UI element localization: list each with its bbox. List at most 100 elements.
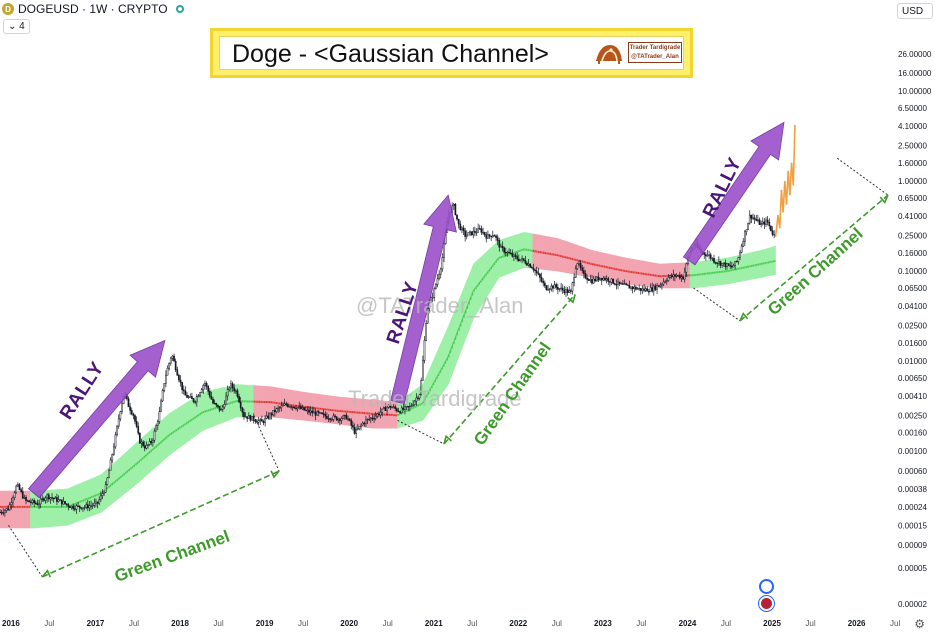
candle-body bbox=[677, 275, 680, 277]
symbol-line[interactable]: DOGEUSD · 1W · CRYPTO bbox=[18, 2, 168, 16]
candle-body bbox=[103, 492, 105, 494]
candle-body bbox=[337, 418, 340, 421]
y-tick-label-24: 0.00038 bbox=[898, 485, 927, 494]
candle-body bbox=[573, 277, 575, 283]
candle-body bbox=[529, 263, 532, 268]
candle-body bbox=[586, 277, 588, 280]
candle-body bbox=[465, 234, 468, 237]
candle-body bbox=[28, 500, 31, 503]
x-tick-label-13: Jul bbox=[552, 619, 562, 628]
candle-body bbox=[558, 288, 561, 290]
candle-body bbox=[665, 280, 668, 282]
candle-body bbox=[517, 258, 520, 262]
candle-body bbox=[10, 502, 13, 505]
candle-body bbox=[384, 407, 387, 411]
candle-body bbox=[626, 284, 629, 286]
candle-body bbox=[748, 214, 751, 224]
x-tick-label-12: 2022 bbox=[509, 619, 527, 628]
candle-body bbox=[662, 281, 665, 285]
candle-body bbox=[165, 374, 167, 384]
candle-body bbox=[422, 360, 424, 381]
candle-body bbox=[371, 417, 374, 420]
y-tick-label-15: 0.02500 bbox=[898, 321, 927, 330]
candle-body bbox=[147, 444, 149, 446]
y-tick-label-17: 0.01000 bbox=[898, 357, 927, 366]
currency-selector[interactable]: USD bbox=[897, 3, 933, 19]
title-banner-inner: Doge - <Gaussian Channel> Trader Tardigr… bbox=[219, 36, 684, 70]
candle-body bbox=[34, 502, 37, 504]
candle-body bbox=[57, 499, 60, 502]
candle-body bbox=[630, 286, 632, 289]
candle-body bbox=[638, 288, 641, 290]
candle-body bbox=[56, 497, 58, 502]
candle-body bbox=[714, 262, 717, 264]
candle-body bbox=[659, 284, 662, 287]
candle-body bbox=[174, 360, 177, 371]
candle-body bbox=[540, 277, 543, 282]
candle-body bbox=[41, 498, 44, 500]
tardigrade-logo-icon bbox=[596, 45, 622, 64]
candle-body bbox=[168, 362, 170, 369]
candle-body bbox=[579, 263, 582, 269]
annotation-arrows bbox=[27, 121, 889, 578]
candle-body bbox=[199, 392, 201, 397]
y-tick-label-29: 0.00002 bbox=[898, 600, 927, 609]
y-tick-label-6: 1.60000 bbox=[898, 159, 927, 168]
candle-body bbox=[275, 408, 278, 413]
candle-body bbox=[433, 288, 436, 298]
candle-body bbox=[521, 258, 523, 260]
candle-body bbox=[278, 407, 281, 409]
us-flag-event-icon[interactable] bbox=[759, 596, 774, 611]
candle-body bbox=[594, 278, 597, 281]
candle-body bbox=[21, 491, 24, 499]
candle-body bbox=[88, 505, 91, 509]
candle-body bbox=[612, 278, 614, 284]
candle-body bbox=[194, 401, 197, 403]
candle-body bbox=[252, 416, 255, 421]
x-axis: 2016 Jul 2017 Jul 2018 Jul 2019 Jul 2020 Jul 2021 J… bbox=[2, 619, 900, 628]
candle-body bbox=[605, 278, 608, 281]
y-tick-label-5: 2.50000 bbox=[898, 141, 927, 150]
candle-body bbox=[740, 245, 743, 253]
chart-settings-gear-icon[interactable]: ⚙ bbox=[914, 617, 925, 631]
candle-body bbox=[739, 252, 741, 258]
candle-body bbox=[682, 276, 684, 280]
candle-body bbox=[300, 406, 302, 410]
candle-body bbox=[395, 408, 398, 412]
candle-body bbox=[651, 287, 654, 292]
candle-body bbox=[67, 504, 70, 507]
candle-body bbox=[724, 262, 727, 268]
y-tick-label-7: 1.00000 bbox=[898, 177, 927, 186]
candle-body bbox=[145, 444, 148, 449]
dividend-event-icon[interactable] bbox=[759, 579, 774, 594]
candle-body bbox=[734, 260, 736, 266]
candle-body bbox=[121, 403, 123, 412]
candle-body bbox=[439, 268, 442, 275]
candle-body bbox=[335, 416, 338, 421]
candle-body bbox=[150, 441, 153, 443]
y-tick-label-4: 4.10000 bbox=[898, 122, 927, 131]
candle-body bbox=[197, 395, 200, 397]
candle-body bbox=[609, 281, 611, 283]
candle-body bbox=[82, 507, 84, 510]
candle-body bbox=[378, 413, 380, 416]
y-tick-label-26: 0.00015 bbox=[898, 521, 927, 530]
rally-arrow-2 bbox=[682, 121, 785, 266]
candle-body bbox=[524, 260, 527, 264]
candle-body bbox=[99, 495, 102, 500]
candle-body bbox=[210, 396, 213, 400]
candle-body bbox=[314, 411, 317, 416]
candle-body bbox=[316, 411, 318, 416]
candle-body bbox=[347, 418, 349, 421]
candle-body bbox=[374, 415, 377, 419]
candle-body bbox=[111, 454, 114, 461]
candle-body bbox=[264, 418, 266, 423]
chart-title: Doge - <Gaussian Channel> bbox=[232, 40, 549, 68]
candle-body bbox=[65, 503, 68, 505]
candle-body bbox=[54, 497, 57, 499]
indicator-count-toggle[interactable]: ⌄ 4 bbox=[3, 19, 30, 34]
candle-body bbox=[643, 288, 645, 291]
candle-body bbox=[324, 413, 327, 417]
candle-body bbox=[243, 412, 245, 417]
